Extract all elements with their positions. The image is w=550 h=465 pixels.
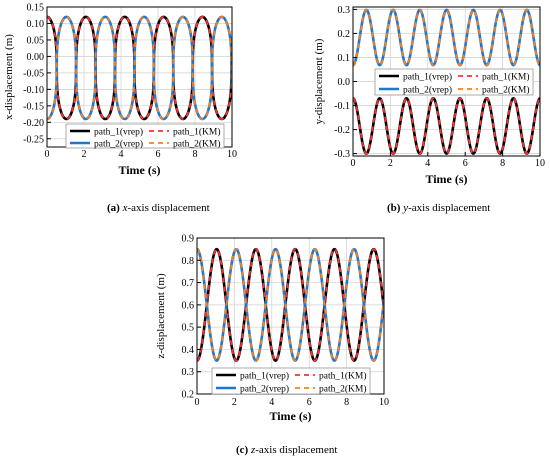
y-tick-label: -0.3 xyxy=(334,149,350,160)
legend-label: path_1(vrep) xyxy=(403,72,452,83)
y-tick-label: 0.7 xyxy=(182,278,195,289)
legend: path_1(vrep) path_1(KM) path_2(vrep) path_2… xyxy=(211,367,371,395)
legend-box xyxy=(374,68,534,96)
x-tick-label: 4 xyxy=(119,149,124,160)
y-tick-label: 0.2 xyxy=(338,29,351,40)
y-tick-label: -0.15 xyxy=(23,101,44,112)
caption-c-var: z xyxy=(250,444,256,456)
caption-a-text: -axis displacement xyxy=(127,202,210,214)
y-tick-label: -0.1 xyxy=(334,101,350,112)
y-axis-label: x-displacement (m) xyxy=(3,34,15,120)
series-line-path-1-km- xyxy=(47,15,232,120)
caption-a: (a) x-axis displacement xyxy=(107,202,210,214)
x-tick-label: 8 xyxy=(193,149,198,160)
y-tick-label: 0.4 xyxy=(182,345,195,356)
x-tick-label: 6 xyxy=(156,149,161,160)
x-tick-label: 2 xyxy=(232,397,237,408)
legend-box xyxy=(211,367,371,395)
y-axis-label: z-displacement (m) xyxy=(155,273,167,359)
legend-label: path_1(vrep) xyxy=(94,127,143,138)
caption-b: (b) y-axis displacement xyxy=(387,202,490,214)
caption-c-text: -axis displacement xyxy=(255,444,338,456)
caption-b-var: y xyxy=(403,202,409,214)
legend: path_1(vrep) path_1(KM) path_2(vrep) path_2… xyxy=(374,68,534,96)
x-tick-label: 6 xyxy=(307,397,312,408)
y-tick-label: -0.20 xyxy=(23,118,44,129)
y-tick-label: 0.3 xyxy=(182,367,195,378)
series-line-path-1-vrep- xyxy=(353,97,540,155)
y-tick-label: 0.9 xyxy=(182,234,195,245)
y-tick-label: 0.2 xyxy=(182,390,195,401)
caption-c-letter: (c) xyxy=(236,444,249,456)
y-tick-label: 0.10 xyxy=(27,19,45,30)
x-tick-label: 0 xyxy=(351,158,356,169)
x-tick-label: 6 xyxy=(463,158,468,169)
series-line-path-1-km- xyxy=(353,97,540,155)
chart-a: 0 2 4 6 8 10 0.15 0.10 0.05 0.00 -0.05 -0.10 -0.15 -0… xyxy=(3,3,237,178)
legend-label: path_2(vrep) xyxy=(240,384,289,395)
x-tick-label: 8 xyxy=(500,158,505,169)
legend-label: path_1(KM) xyxy=(319,371,367,382)
legend: path_1(vrep) path_1(KM) path_2(vrep) path_2… xyxy=(65,123,225,150)
x-tick-label: 2 xyxy=(82,149,87,160)
x-tick-label: 4 xyxy=(269,397,274,408)
legend-label: path_1(KM) xyxy=(482,72,530,83)
legend-label: path_1(vrep) xyxy=(240,371,289,382)
y-tick-label: 0.6 xyxy=(182,300,195,311)
x-tick-label: 10 xyxy=(535,158,545,169)
series-line-path-2-km- xyxy=(47,15,232,120)
series-line-path-2-km- xyxy=(353,8,540,67)
y-tick-label: 0.15 xyxy=(27,3,45,14)
y-tick-label: 0.5 xyxy=(182,323,195,334)
legend-label: path_2(KM) xyxy=(173,139,221,150)
y-tick-label: 0.00 xyxy=(27,52,45,63)
legend-label: path_2(KM) xyxy=(482,85,530,96)
legend-label: path_2(vrep) xyxy=(403,85,452,96)
chart-b: 0 2 4 6 8 10 0.3 0.2 0.1 0.0 -0.1 -0.2 -0.3 Time (s) y… xyxy=(313,5,545,186)
caption-b-letter: (b) xyxy=(387,202,401,214)
legend-box xyxy=(65,123,225,149)
series-line-path-2-vrep- xyxy=(353,8,540,67)
caption-a-letter: (a) xyxy=(107,202,120,214)
chart-c: 0 2 4 6 8 10 0.9 0.8 0.7 0.6 0.5 0.4 0.3 0.2 Time (s) z… xyxy=(155,234,389,424)
series-line-path-1-km- xyxy=(197,248,384,362)
y-tick-label: 0.1 xyxy=(338,53,351,64)
legend-label: path_2(KM) xyxy=(319,384,367,395)
y-tick-label: -0.05 xyxy=(23,68,44,79)
legend-label: path_2(vrep) xyxy=(94,139,143,150)
series-line-path-2-km- xyxy=(197,248,384,362)
x-axis-label: Time (s) xyxy=(118,163,160,177)
caption-b-text: -axis displacement xyxy=(408,202,491,214)
x-tick-label: 10 xyxy=(379,397,389,408)
caption-c: (c) z-axis displacement xyxy=(236,444,337,456)
y-tick-label: -0.2 xyxy=(334,125,350,136)
y-axis-label: y-displacement (m) xyxy=(313,38,325,124)
y-tick-label: 0.0 xyxy=(338,77,351,88)
y-tick-label: 0.8 xyxy=(182,256,195,267)
y-tick-label: -0.25 xyxy=(23,134,44,145)
y-tick-label: -0.10 xyxy=(23,85,44,96)
x-tick-label: 10 xyxy=(227,149,237,160)
x-tick-label: 0 xyxy=(45,149,50,160)
x-axis-label: Time (s) xyxy=(269,409,311,423)
x-tick-label: 8 xyxy=(344,397,349,408)
x-tick-label: 2 xyxy=(388,158,393,169)
y-tick-label: 0.05 xyxy=(27,35,45,46)
x-tick-label: 4 xyxy=(425,158,430,169)
x-axis-label: Time (s) xyxy=(425,172,467,186)
x-tick-label: 0 xyxy=(195,397,200,408)
caption-a-var: x xyxy=(122,202,128,214)
y-tick-label: 0.3 xyxy=(338,5,351,16)
legend-label: path_1(KM) xyxy=(173,127,221,138)
